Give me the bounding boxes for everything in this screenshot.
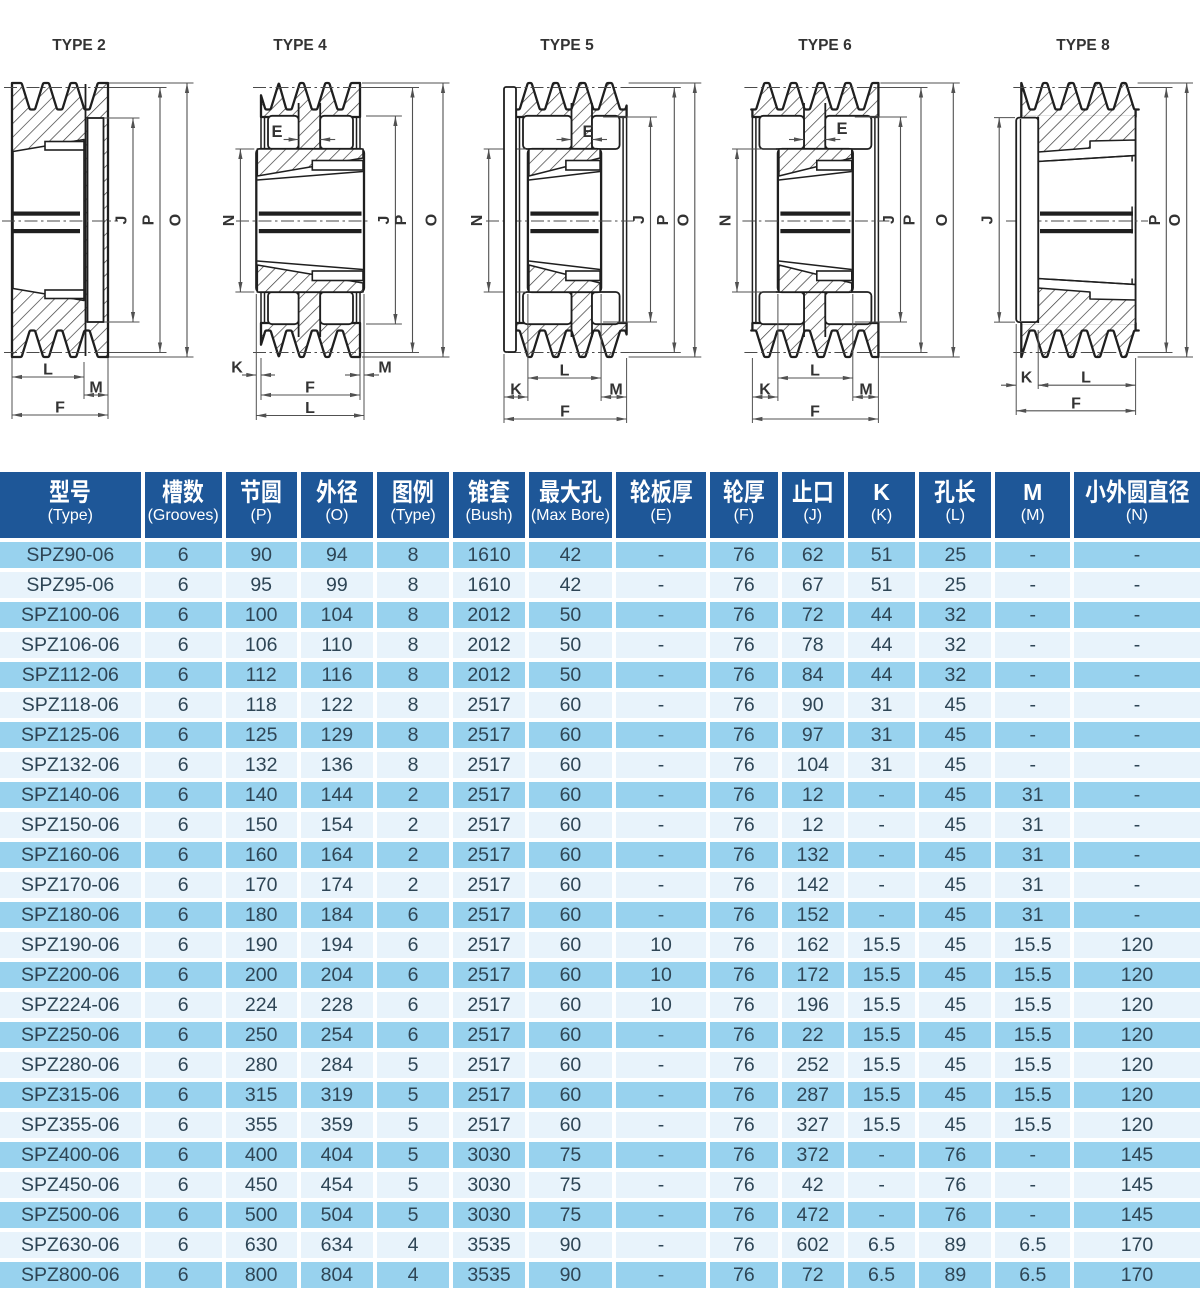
- svg-text:L: L: [810, 363, 820, 380]
- svg-text:TYPE 2: TYPE 2: [52, 37, 105, 54]
- svg-text:J: J: [980, 215, 997, 224]
- svg-text:P: P: [393, 214, 410, 225]
- svg-text:K: K: [1021, 370, 1033, 387]
- svg-text:N: N: [469, 215, 486, 227]
- svg-text:J: J: [376, 216, 393, 225]
- svg-text:TYPE 5: TYPE 5: [540, 37, 594, 54]
- svg-text:J: J: [114, 216, 131, 225]
- svg-text:J: J: [631, 215, 648, 224]
- svg-text:L: L: [1081, 370, 1091, 387]
- svg-text:E: E: [836, 120, 847, 138]
- svg-text:M: M: [89, 380, 102, 397]
- svg-text:L: L: [43, 362, 53, 379]
- svg-text:F: F: [55, 400, 65, 417]
- svg-text:O: O: [424, 214, 441, 226]
- svg-text:F: F: [810, 404, 820, 421]
- svg-text:P: P: [655, 214, 672, 225]
- svg-text:P: P: [1147, 214, 1164, 225]
- svg-text:F: F: [305, 380, 315, 397]
- svg-text:N: N: [718, 215, 735, 227]
- svg-text:P: P: [141, 214, 158, 225]
- svg-text:M: M: [859, 382, 872, 399]
- svg-text:L: L: [560, 363, 570, 380]
- svg-text:K: K: [510, 382, 522, 399]
- svg-text:N: N: [221, 215, 238, 227]
- svg-text:E: E: [582, 123, 593, 141]
- svg-text:O: O: [675, 214, 692, 226]
- svg-text:TYPE 4: TYPE 4: [273, 37, 327, 54]
- svg-text:TYPE 8: TYPE 8: [1056, 37, 1110, 54]
- svg-text:O: O: [168, 214, 185, 226]
- svg-text:TYPE 6: TYPE 6: [798, 37, 852, 54]
- svg-text:M: M: [609, 382, 622, 399]
- svg-text:M: M: [378, 360, 391, 377]
- svg-text:F: F: [560, 404, 570, 421]
- svg-text:J: J: [881, 215, 898, 224]
- svg-text:K: K: [231, 360, 243, 377]
- svg-text:O: O: [934, 214, 951, 226]
- svg-text:L: L: [305, 400, 315, 417]
- svg-text:O: O: [1167, 214, 1184, 226]
- svg-text:K: K: [759, 382, 771, 399]
- svg-text:P: P: [902, 214, 919, 225]
- svg-text:F: F: [1071, 395, 1081, 412]
- svg-text:E: E: [271, 123, 282, 141]
